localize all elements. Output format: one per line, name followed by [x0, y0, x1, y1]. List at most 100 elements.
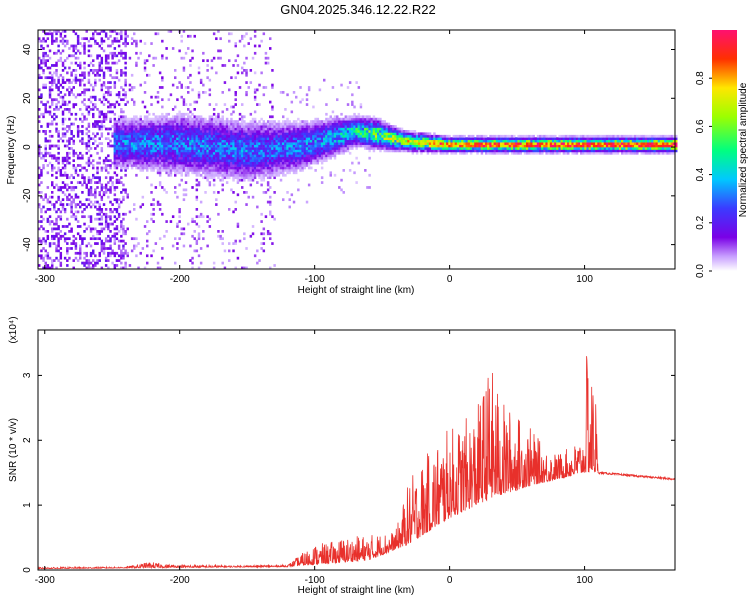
heatmap-cell: [150, 127, 153, 131]
heatmap-cell: [359, 132, 363, 136]
heatmap-cell: [120, 73, 123, 77]
heatmap-cell: [59, 137, 63, 141]
heatmap-cell: [452, 137, 456, 141]
heatmap-cell: [122, 122, 125, 126]
heatmap-cell: [68, 108, 71, 111]
heatmap-cell: [290, 132, 294, 136]
heatmap-cell: [441, 151, 445, 155]
heatmap-cell: [258, 144, 261, 148]
heatmap-cell: [107, 91, 110, 94]
heatmap-cell: [139, 125, 142, 128]
heatmap-cell: [59, 237, 63, 241]
heatmap-cell: [221, 188, 224, 192]
heatmap-cell: [174, 151, 177, 155]
heatmap-cell: [122, 151, 125, 155]
heatmap-cell: [271, 144, 274, 148]
heatmap-cell: [191, 171, 194, 175]
heatmap-cell: [130, 86, 134, 89]
heatmap-cell: [165, 154, 168, 158]
heatmap-cell: [348, 122, 352, 126]
heatmap-cell: [422, 147, 425, 150]
heatmap-cell: [61, 86, 65, 89]
heatmap-cell: [81, 142, 84, 145]
heatmap-cell: [55, 183, 58, 187]
heatmap-cell: [232, 149, 235, 153]
heatmap-cell: [122, 42, 125, 45]
heatmap-cell: [158, 134, 162, 138]
heatmap-cell: [238, 149, 242, 153]
heatmap-cell: [124, 173, 127, 177]
heatmap-cell: [79, 205, 82, 209]
heatmap-cell: [318, 156, 322, 160]
heatmap-cell: [305, 125, 309, 128]
heatmap-cell: [61, 161, 65, 165]
heatmap-cell: [236, 256, 240, 260]
heatmap-cell: [331, 117, 335, 121]
heatmap-cell: [338, 137, 341, 141]
heatmap-cell: [109, 217, 112, 221]
heatmap-cell: [398, 139, 402, 143]
heatmap-cell: [63, 108, 67, 111]
heatmap-cell: [130, 154, 134, 158]
heatmap-cell: [180, 127, 183, 131]
heatmap-cell: [303, 164, 307, 167]
heatmap-cell: [76, 132, 80, 136]
heatmap-cell: [191, 125, 194, 128]
heatmap-cell: [117, 91, 121, 94]
heatmap-cell: [217, 161, 220, 165]
heatmap-cell: [161, 161, 164, 165]
heatmap-cell: [63, 208, 67, 211]
heatmap-cell: [100, 266, 104, 270]
heatmap-cell: [366, 137, 369, 141]
heatmap-cell: [135, 151, 138, 155]
heatmap-cell: [394, 132, 397, 136]
heatmap-cell: [197, 142, 201, 145]
heatmap-cell: [452, 149, 456, 153]
heatmap-cell: [215, 37, 218, 41]
heatmap-cell: [251, 139, 255, 143]
heatmap-cell: [223, 144, 227, 148]
heatmap-cell: [212, 132, 216, 136]
heatmap-cell: [79, 200, 82, 204]
heatmap-cell: [152, 151, 155, 155]
heatmap-cell: [46, 251, 50, 255]
heatmap-cell: [364, 117, 367, 121]
heatmap-cell: [271, 130, 274, 133]
heatmap-cell: [130, 144, 134, 148]
heatmap-cell: [266, 122, 270, 126]
heatmap-cell: [100, 169, 104, 172]
heatmap-cell: [124, 66, 127, 70]
heatmap-cell: [217, 122, 220, 126]
heatmap-cell: [357, 117, 361, 121]
heatmap-cell: [260, 71, 263, 75]
heatmap-cell: [433, 147, 436, 150]
heatmap-cell: [165, 171, 168, 175]
heatmap-cell: [169, 173, 173, 177]
heatmap-cell: [426, 142, 430, 145]
heatmap-cell: [357, 120, 361, 123]
heatmap-cell: [126, 132, 129, 136]
heatmap-cell: [74, 210, 78, 214]
heatmap-cell: [253, 51, 257, 55]
heatmap-cell: [279, 91, 283, 94]
heatmap-cell: [102, 193, 106, 197]
heatmap-cell: [68, 237, 71, 241]
heatmap-cell: [333, 130, 337, 133]
heatmap-cell: [392, 147, 395, 150]
heatmap-cell: [102, 203, 106, 206]
heatmap-cell: [76, 34, 80, 38]
heatmap-cell: [260, 132, 263, 136]
heatmap-cell: [87, 159, 91, 163]
heatmap-cell: [96, 144, 99, 148]
heatmap-cell: [478, 139, 481, 143]
heatmap-cell: [310, 139, 313, 143]
heatmap-cell: [79, 108, 82, 111]
heatmap-cell: [72, 239, 75, 243]
heatmap-cell: [87, 110, 91, 114]
heatmap-cell: [191, 137, 194, 141]
heatmap-cell: [115, 200, 119, 204]
heatmap-cell: [124, 127, 127, 131]
heatmap-cell: [197, 149, 201, 153]
heatmap-cell: [253, 44, 257, 48]
heatmap-cell: [225, 173, 229, 177]
